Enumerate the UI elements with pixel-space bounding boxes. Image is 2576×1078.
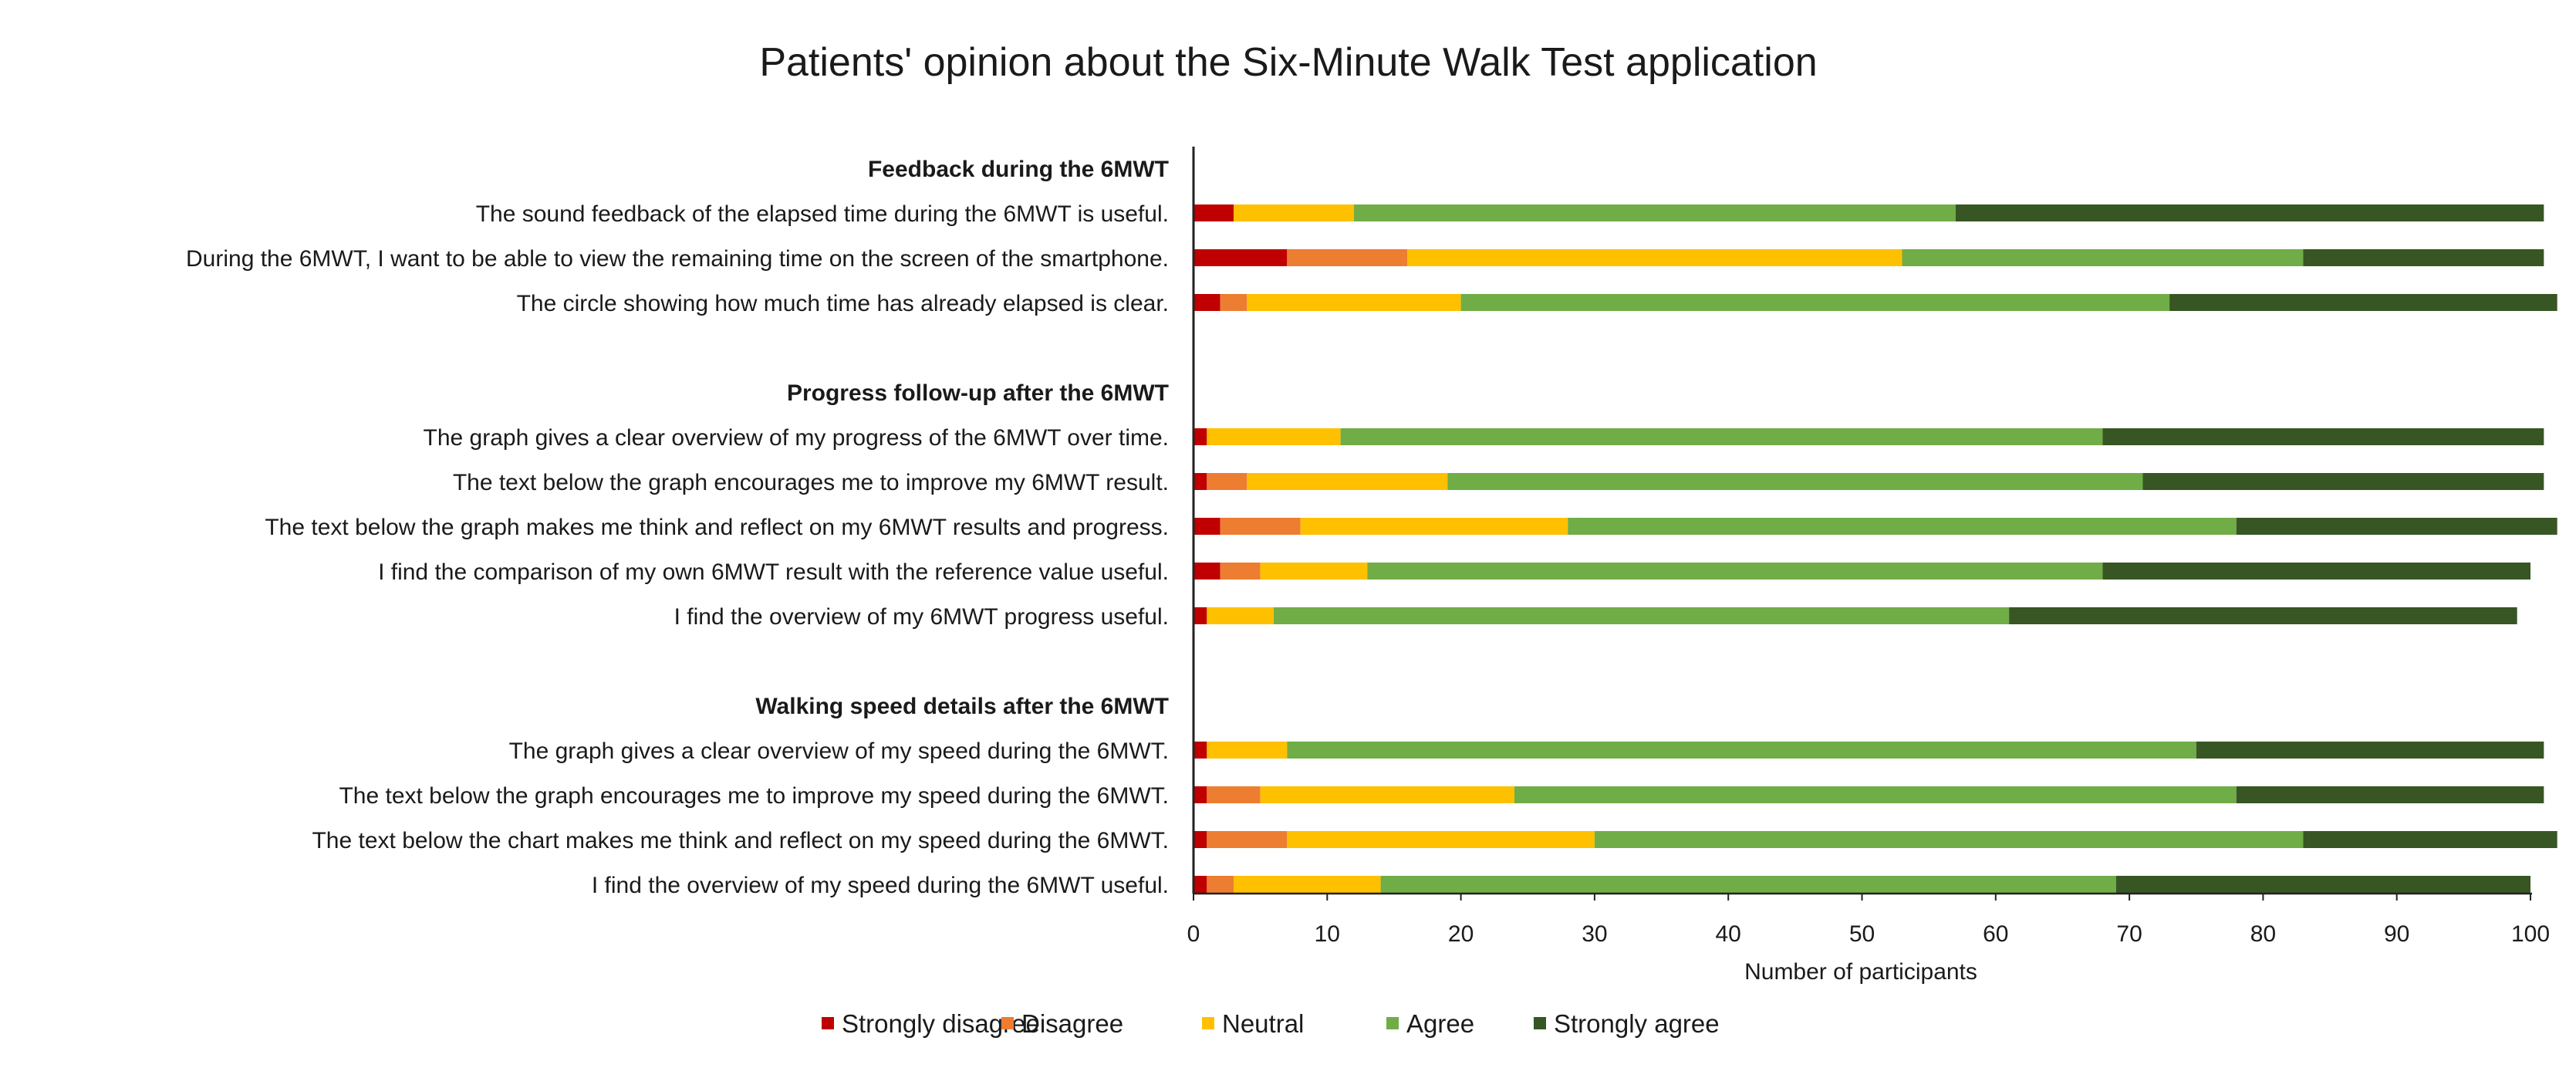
bar-neutral [1233,204,1354,221]
x-tick-label: 0 [1187,921,1200,947]
category-label: I find the overview of my 6MWT progress … [674,604,1169,630]
bar-neutral [1287,831,1595,848]
x-tick-label: 90 [2384,921,2409,947]
category-label: During the 6MWT, I want to be able to vi… [186,246,1169,272]
category-label: I find the overview of my speed during t… [592,873,1169,898]
bar-strongly-agree [2196,742,2544,759]
bar-disagree [1207,831,1288,848]
bar-strongly-disagree [1193,786,1207,803]
category-label: The graph gives a clear overview of my p… [424,425,1170,451]
legend-swatch [1386,1017,1399,1029]
chart-title: Patients' opinion about the Six-Minute W… [759,40,1817,85]
category-label: The text below the chart makes me think … [312,828,1169,853]
bar-disagree [1207,876,1234,893]
x-axis-ticks: 0 10 20 30 40 50 60 70 80 90 100 [1187,894,2550,947]
x-tick-label: 60 [1983,921,2008,947]
bar-strongly-disagree [1193,742,1207,759]
bar-strongly-disagree [1193,294,1220,311]
bar-strongly-agree [2142,473,2544,490]
bar-neutral [1260,563,1368,580]
category-label: The graph gives a clear overview of my s… [509,738,1169,764]
bar-neutral [1407,249,1902,266]
x-tick-label: 10 [1315,921,1340,947]
bar-neutral [1207,607,1274,624]
bar-disagree [1220,294,1247,311]
bar-agree [1460,294,2170,311]
bar-strongly-agree [2102,563,2530,580]
group-heading: Progress follow-up after the 6MWT [787,380,1169,406]
bars [1193,204,2557,893]
category-label: The text below the graph encourages me t… [453,470,1169,495]
bar-strongly-agree [1955,204,2544,221]
bar-disagree [1207,473,1247,490]
bar-strongly-agree [2303,249,2544,266]
category-label: The circle showing how much time has alr… [517,291,1169,316]
category-label: The text below the graph makes me think … [265,515,1169,540]
bar-neutral [1260,786,1514,803]
category-labels: Feedback during the 6MWT The sound feedba… [186,157,1169,898]
bar-agree [1273,607,2010,624]
bar-agree [1380,876,2116,893]
group-heading: Walking speed details after the 6MWT [755,694,1169,719]
bar-strongly-disagree [1193,249,1288,266]
x-tick-label: 30 [1582,921,1607,947]
category-label: I find the comparison of my own 6MWT res… [378,559,1169,585]
bar-strongly-disagree [1193,473,1207,490]
bar-strongly-disagree [1193,607,1207,624]
category-label: The text below the graph encourages me t… [339,783,1169,809]
bar-disagree [1207,786,1261,803]
legend-label: Agree [1406,1009,1474,1038]
legend-swatch [1001,1017,1014,1029]
bar-agree [1514,786,2237,803]
bar-strongly-disagree [1193,876,1207,893]
category-label: The sound feedback of the elapsed time d… [476,201,1169,227]
legend-swatch [1202,1017,1214,1029]
bar-strongly-disagree [1193,518,1220,535]
x-axis-label: Number of participants [1744,959,1977,985]
bar-neutral [1233,876,1381,893]
bar-neutral [1207,742,1288,759]
bar-agree [1568,518,2237,535]
bar-neutral [1247,294,1461,311]
bar-disagree [1220,518,1301,535]
bar-strongly-disagree [1193,831,1207,848]
bar-neutral [1247,473,1448,490]
bar-agree [1287,742,2196,759]
bar-strongly-agree [2236,786,2544,803]
bar-strongly-agree [2303,831,2557,848]
x-tick-label: 50 [1849,921,1875,947]
bar-strongly-disagree [1193,563,1220,580]
x-tick-label: 100 [2511,921,2550,947]
bar-agree [1594,831,2304,848]
bar-strongly-agree [2236,518,2557,535]
bar-strongly-agree [2115,876,2530,893]
x-tick-label: 20 [1448,921,1474,947]
bar-agree [1340,428,2103,445]
bar-neutral [1300,518,1568,535]
bar-agree [1367,563,2103,580]
bar-strongly-agree [2102,428,2544,445]
bar-disagree [1287,249,1408,266]
legend-swatch [1534,1017,1546,1029]
legend-label: Strongly agree [1554,1009,1720,1038]
legend-label: Neutral [1222,1009,1304,1038]
bar-agree [1902,249,2304,266]
bar-agree [1353,204,1956,221]
legend-swatch [822,1017,834,1029]
bar-strongly-agree [2169,294,2557,311]
bar-strongly-disagree [1193,428,1207,445]
x-tick-label: 80 [2250,921,2276,947]
bar-disagree [1220,563,1261,580]
x-tick-label: 70 [2116,921,2142,947]
x-tick-label: 40 [1716,921,1741,947]
bar-strongly-disagree [1193,204,1234,221]
bar-agree [1447,473,2143,490]
legend-label: Disagree [1021,1009,1123,1038]
bar-neutral [1207,428,1341,445]
group-heading: Feedback during the 6MWT [868,157,1169,182]
bar-strongly-agree [2009,607,2517,624]
